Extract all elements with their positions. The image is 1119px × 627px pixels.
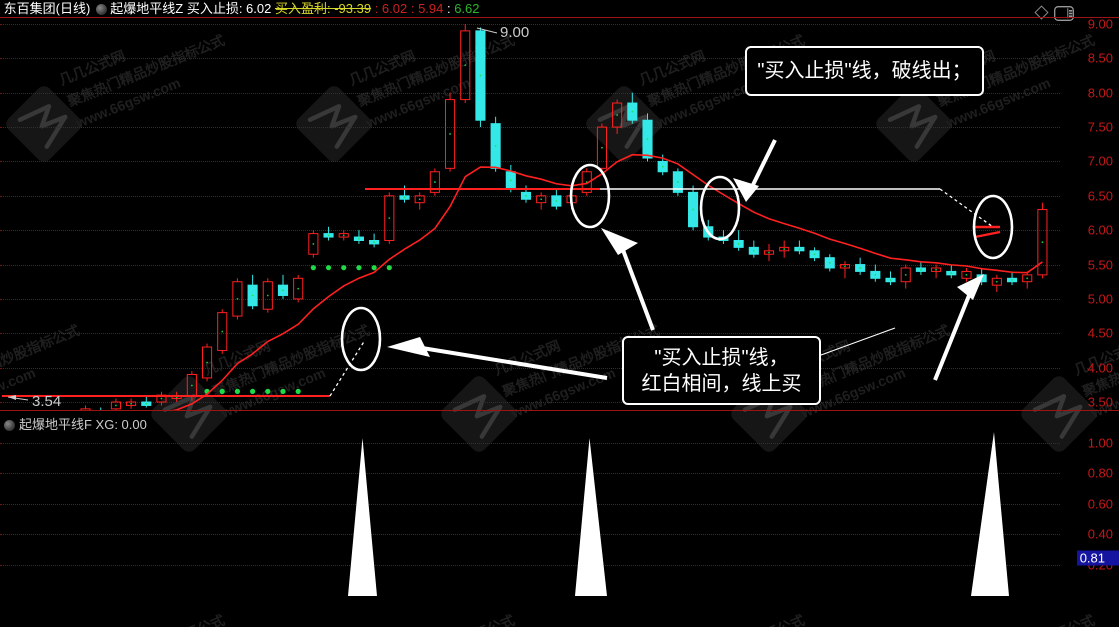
svg-text:9.00: 9.00	[500, 24, 529, 41]
svg-text:3.54: 3.54	[32, 393, 61, 410]
